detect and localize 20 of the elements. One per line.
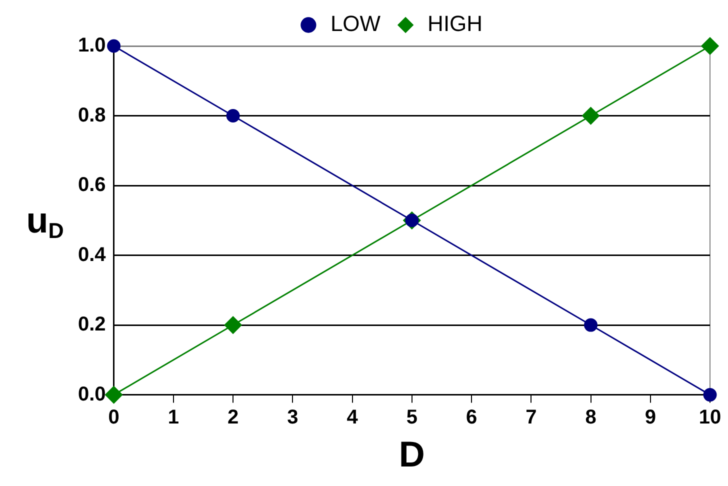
x-tick-label: 4 xyxy=(346,406,359,428)
y-tick-label: 0.6 xyxy=(78,174,106,196)
legend-label: HIGH xyxy=(428,11,483,36)
x-axis-title: D xyxy=(398,433,425,474)
y-tick-label: 0.8 xyxy=(78,104,106,126)
x-tick-label: 3 xyxy=(287,406,298,428)
x-tick-label: 10 xyxy=(698,406,722,428)
x-tick-label: 7 xyxy=(526,406,537,428)
x-tick-label: 1 xyxy=(168,406,179,428)
y-tick-label: 1.0 xyxy=(78,34,106,57)
legend-label: LOW xyxy=(330,11,381,36)
x-tick-label: 9 xyxy=(644,406,656,428)
y-tick-label: 0.4 xyxy=(78,244,107,266)
x-tick-label: 5 xyxy=(406,406,418,428)
y-tick-label: 0.2 xyxy=(78,314,106,336)
x-tick-label: 8 xyxy=(585,406,596,428)
x-tick-label: 0 xyxy=(108,406,120,428)
x-tick-label: 6 xyxy=(466,406,478,428)
x-tick-label: 2 xyxy=(227,406,239,428)
y-tick-label: 0.0 xyxy=(78,383,106,406)
